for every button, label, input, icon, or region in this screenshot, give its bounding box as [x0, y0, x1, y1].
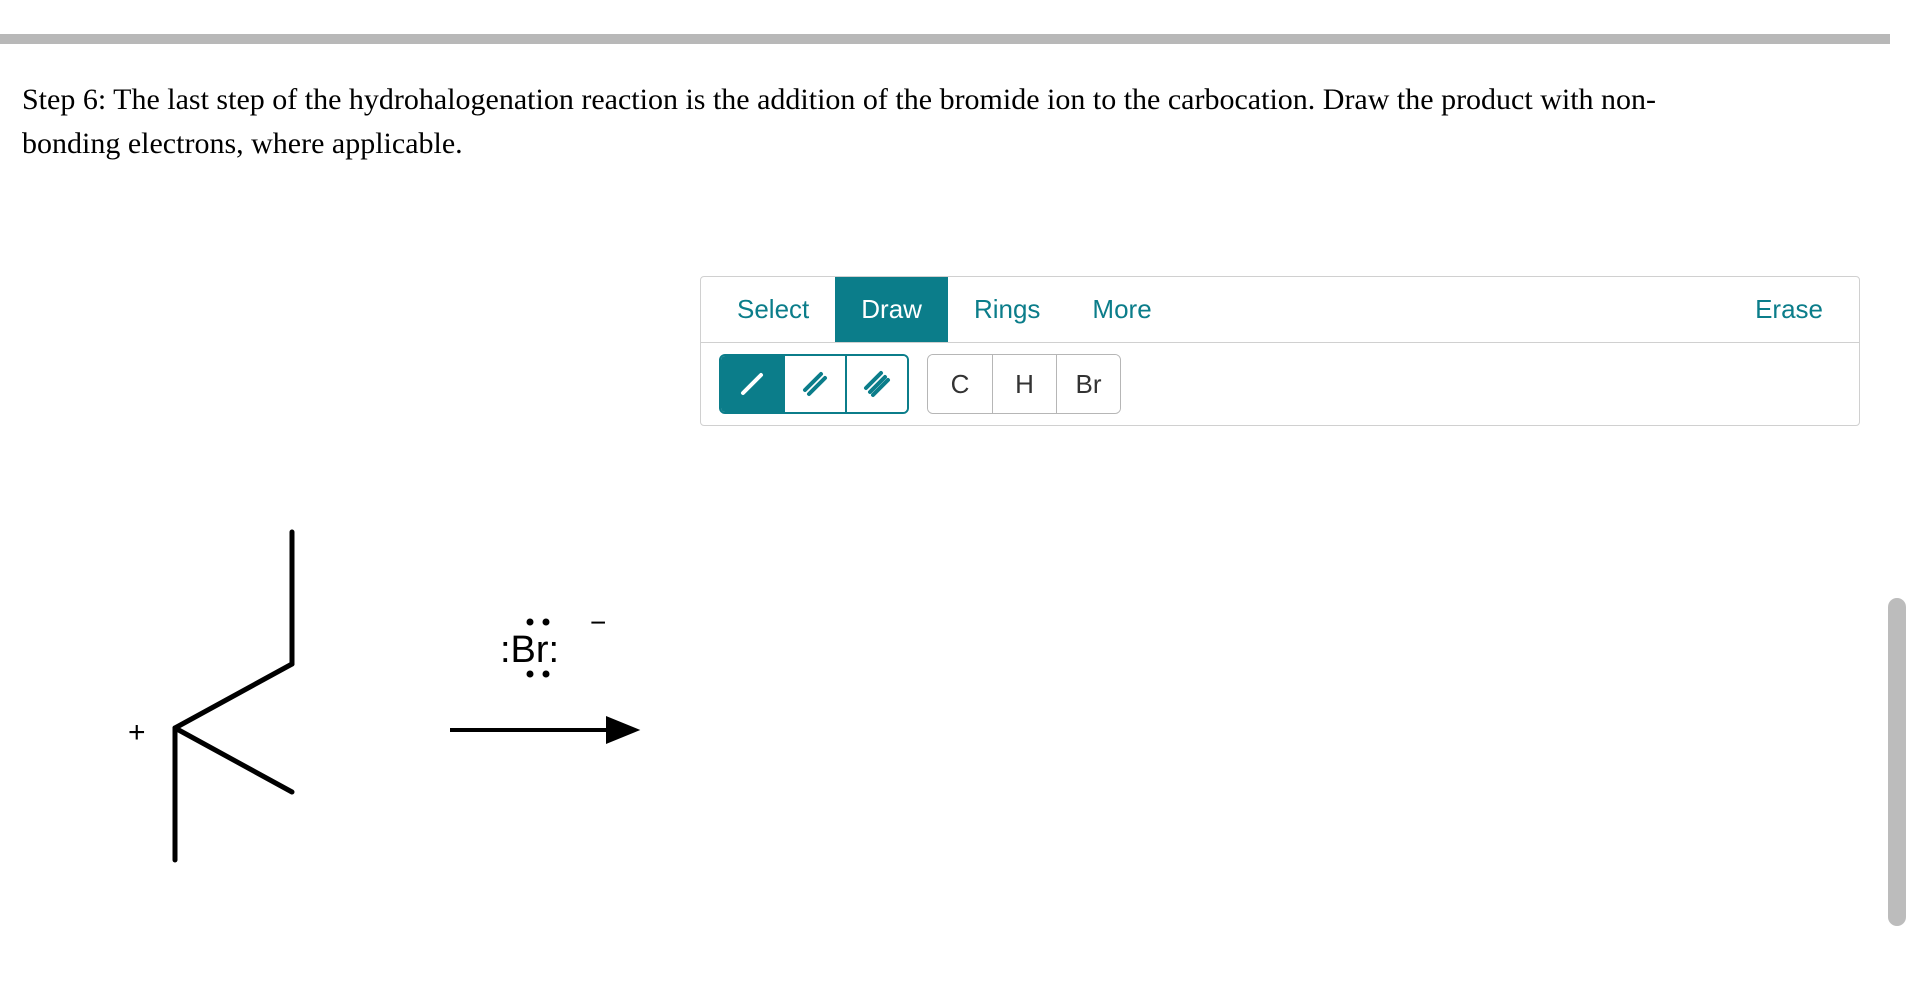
tab-draw[interactable]: Draw [835, 277, 948, 342]
bromide-label: :Br: [500, 629, 559, 671]
tab-select[interactable]: Select [711, 277, 835, 342]
reaction-scheme: + :Br: − [60, 430, 650, 880]
triple-bond-icon [859, 366, 895, 402]
question-prompt: Step 6: The last step of the hydrohaloge… [22, 78, 1742, 165]
double-bond-icon [797, 366, 833, 402]
drawing-canvas[interactable] [700, 426, 1860, 986]
triple-bond-button[interactable] [845, 356, 907, 412]
tab-erase[interactable]: Erase [1729, 277, 1849, 342]
tab-row: Select Draw Rings More Erase [701, 277, 1859, 343]
element-group: C H Br [927, 354, 1121, 414]
cation-plus-label: + [128, 716, 146, 749]
tool-row: C H Br [701, 343, 1859, 425]
single-bond-icon [734, 366, 770, 402]
double-bond-button[interactable] [783, 356, 845, 412]
tab-more[interactable]: More [1066, 277, 1177, 342]
element-c-button[interactable]: C [928, 355, 992, 413]
bond-group [719, 354, 909, 414]
scrollbar-thumb[interactable] [1888, 598, 1906, 926]
tab-spacer [1178, 277, 1729, 342]
horizontal-rule [0, 34, 1890, 44]
single-bond-button[interactable] [721, 356, 783, 412]
element-h-button[interactable]: H [992, 355, 1056, 413]
element-br-button[interactable]: Br [1056, 355, 1120, 413]
editor-toolbar: Select Draw Rings More Erase [700, 276, 1860, 426]
tab-rings[interactable]: Rings [948, 277, 1066, 342]
bromide-charge: − [590, 607, 606, 638]
scrollbar[interactable] [1888, 280, 1906, 930]
structure-editor: Select Draw Rings More Erase [700, 276, 1860, 936]
